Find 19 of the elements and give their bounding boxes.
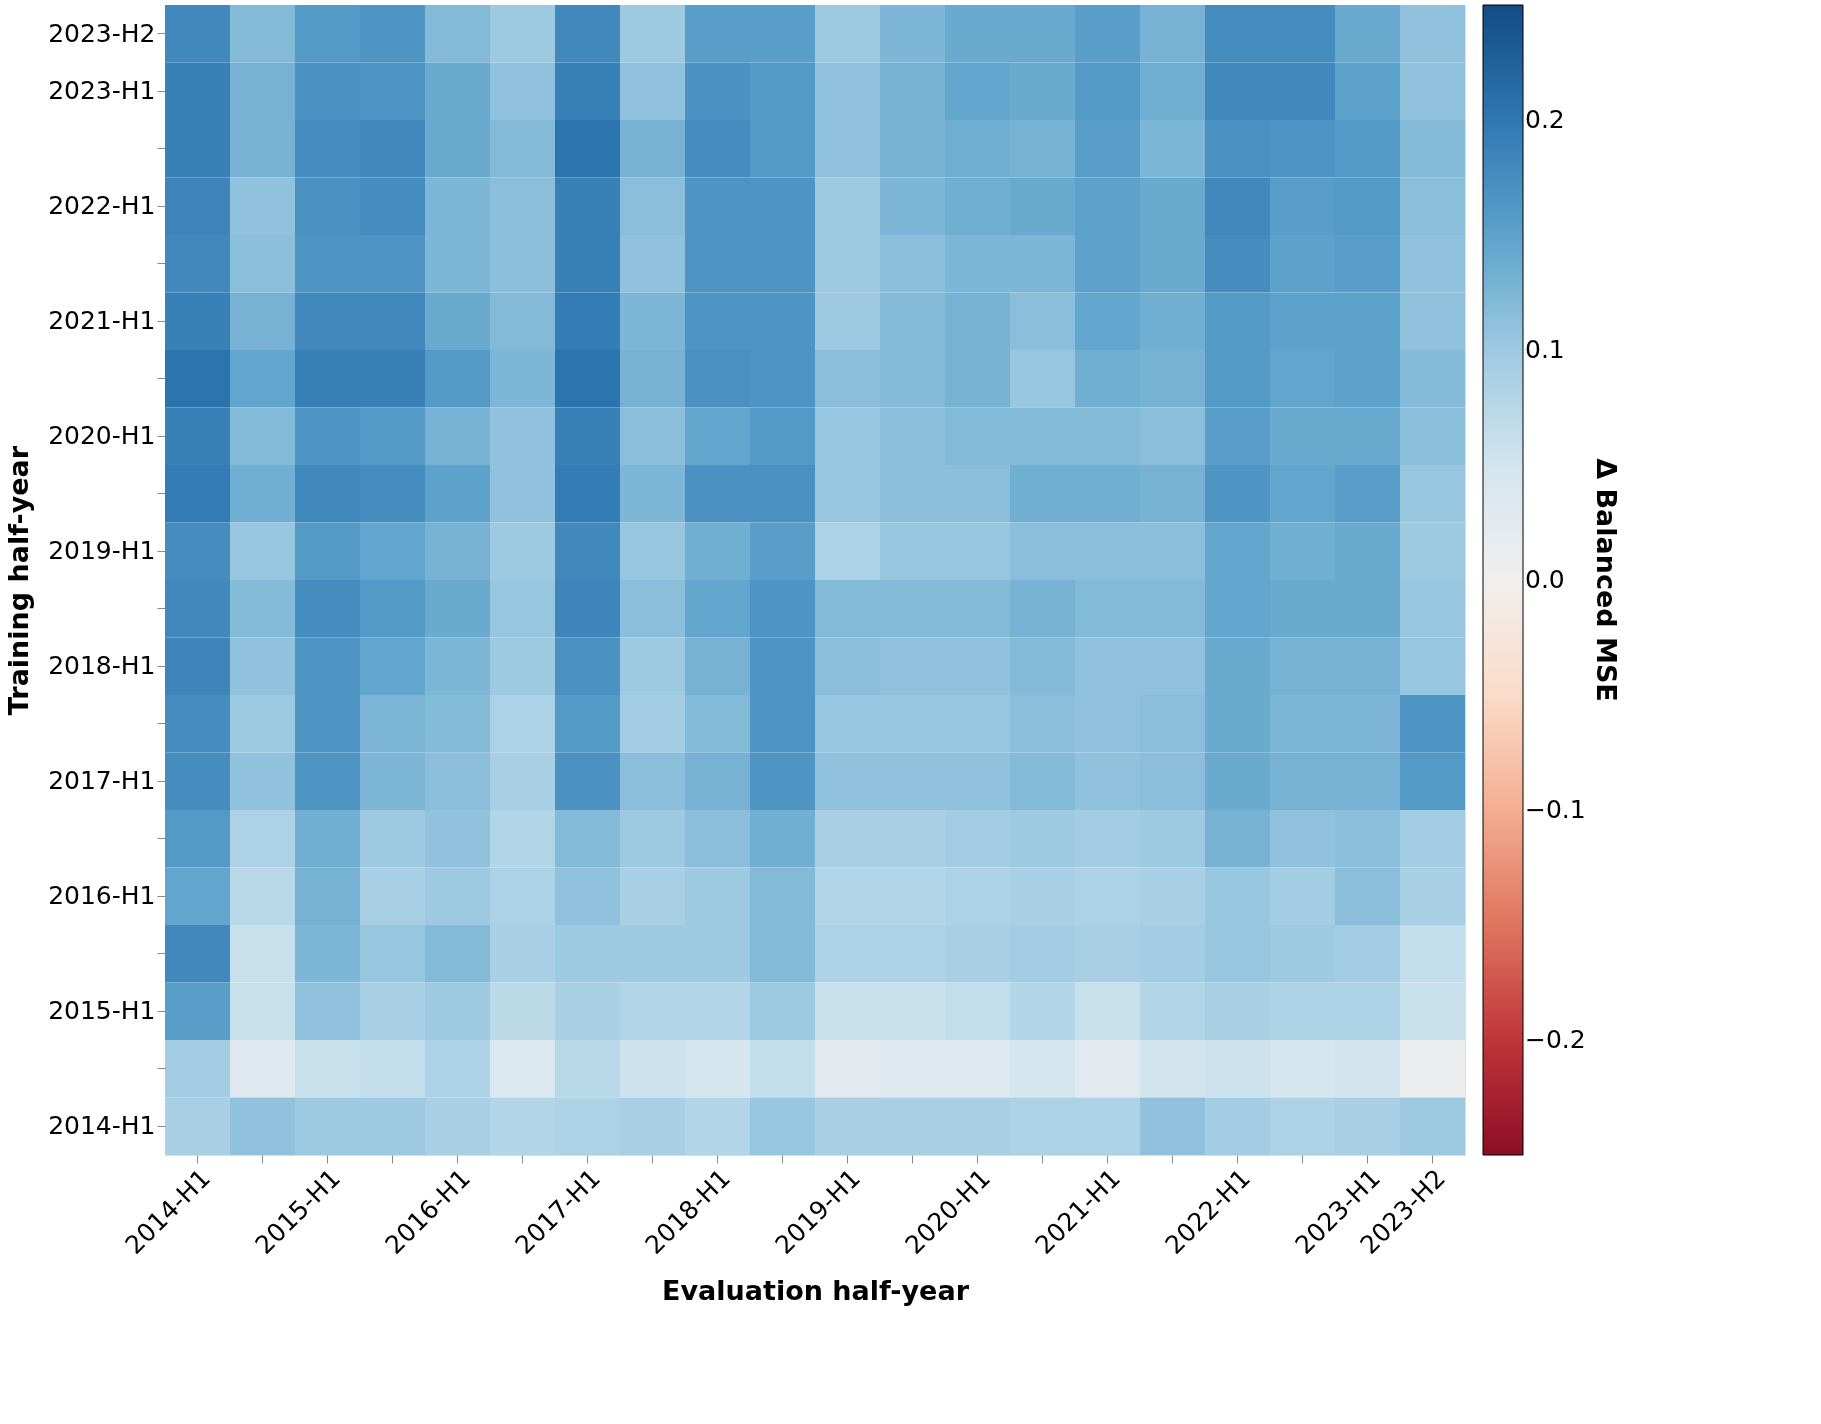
color-bar-label: 0.0 xyxy=(1525,565,1565,594)
color-bar-label: −0.1 xyxy=(1525,795,1586,824)
y-axis-title: Training half-year xyxy=(3,445,35,716)
y-tick-label: 2020-H1 xyxy=(48,421,156,451)
y-tick-label: 2015-H1 xyxy=(48,996,156,1026)
color-bar-label: −0.2 xyxy=(1525,1025,1586,1054)
color-bar-label: 0.2 xyxy=(1525,105,1565,134)
x-axis-title: Evaluation half-year xyxy=(662,1275,970,1307)
y-tick-label: 2021-H1 xyxy=(48,306,156,336)
y-tick-label: 2018-H1 xyxy=(48,651,156,681)
y-tick-label: 2023-H1 xyxy=(48,76,156,106)
y-tick-label: 2022-H1 xyxy=(48,191,156,221)
y-tick-label: 2017-H1 xyxy=(48,766,156,796)
y-tick-label: 2016-H1 xyxy=(48,881,156,911)
y-tick-label: 2014-H1 xyxy=(48,1111,156,1141)
y-tick-label: 2023-H2 xyxy=(48,18,156,48)
color-bar-label: 0.1 xyxy=(1525,335,1565,364)
y-tick-label: 2019-H1 xyxy=(48,536,156,566)
color-bar-title: Δ Balanced MSE xyxy=(1591,458,1622,702)
